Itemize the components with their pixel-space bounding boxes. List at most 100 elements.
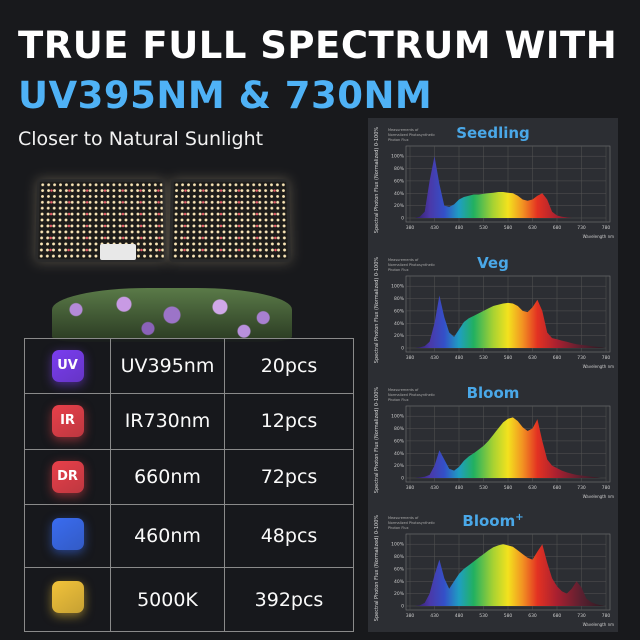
led-count: 72pcs bbox=[225, 449, 354, 504]
y-tick-label: 100% bbox=[391, 284, 405, 290]
y-tick-label: 20% bbox=[394, 591, 405, 597]
x-tick-label: 530 bbox=[479, 485, 488, 491]
x-tick-label: 380 bbox=[406, 355, 415, 361]
table-row: IR IR730nm 12pcs bbox=[25, 394, 354, 449]
y-tick-label: 20% bbox=[394, 203, 405, 209]
x-tick-label: 730 bbox=[577, 225, 586, 231]
x-tick-label: 380 bbox=[406, 485, 415, 491]
y-tick-label: 0 bbox=[401, 346, 404, 352]
y-tick-label: 0 bbox=[401, 216, 404, 222]
x-tick-label: 780 bbox=[602, 225, 611, 231]
x-tick-label: 780 bbox=[602, 355, 611, 361]
ir-chip-icon: IR bbox=[52, 405, 84, 437]
x-tick-label: 580 bbox=[504, 613, 513, 619]
y-tick-label: 80% bbox=[394, 166, 405, 172]
y-tick-label: 40% bbox=[394, 451, 405, 457]
white-chip-icon bbox=[52, 581, 84, 613]
x-tick-label: 580 bbox=[504, 485, 513, 491]
x-tick-label: 680 bbox=[553, 225, 562, 231]
x-tick-label: 430 bbox=[430, 485, 439, 491]
headline-line-1: TRUE FULL SPECTRUM WITH bbox=[18, 24, 617, 67]
x-tick-label: 430 bbox=[430, 355, 439, 361]
y-tick-label: 20% bbox=[394, 333, 405, 339]
y-tick-label: 80% bbox=[394, 554, 405, 560]
y-tick-label: 80% bbox=[394, 426, 405, 432]
y-tick-label: 100% bbox=[391, 542, 405, 548]
y-tick-label: 60% bbox=[394, 438, 405, 444]
icon-cell: DR bbox=[25, 449, 111, 504]
x-tick-label: 530 bbox=[479, 355, 488, 361]
x-tick-label: 780 bbox=[602, 485, 611, 491]
x-tick-label: 480 bbox=[455, 613, 464, 619]
spectrum-chart-1: Measurements of Normalized Photosyntheti… bbox=[368, 248, 618, 373]
spectrum-area bbox=[410, 417, 606, 478]
spectrum-chart-3: Measurements of Normalized Photosyntheti… bbox=[368, 506, 618, 631]
x-axis-label: Wavelength nm bbox=[583, 622, 615, 627]
y-tick-label: 80% bbox=[394, 296, 405, 302]
x-tick-label: 480 bbox=[455, 225, 464, 231]
led-count: 20pcs bbox=[225, 339, 354, 394]
spectrum-area bbox=[410, 296, 606, 349]
y-tick-label: 60% bbox=[394, 566, 405, 572]
y-tick-label: 40% bbox=[394, 579, 405, 585]
led-count: 48pcs bbox=[225, 504, 354, 568]
led-type: 460nm bbox=[111, 504, 225, 568]
spectrum-chart-2: Measurements of Normalized Photosyntheti… bbox=[368, 378, 618, 503]
x-axis-label: Wavelength nm bbox=[583, 494, 615, 499]
uv-chip-icon: UV bbox=[52, 350, 84, 382]
x-axis-label: Wavelength nm bbox=[583, 364, 615, 369]
dr-chip-icon: DR bbox=[52, 461, 84, 493]
led-count: 392pcs bbox=[225, 568, 354, 632]
x-tick-label: 580 bbox=[504, 355, 513, 361]
x-tick-label: 730 bbox=[577, 355, 586, 361]
x-tick-label: 630 bbox=[528, 613, 537, 619]
x-tick-label: 630 bbox=[528, 225, 537, 231]
x-tick-label: 580 bbox=[504, 225, 513, 231]
icon-cell bbox=[25, 568, 111, 632]
spectrum-charts-panel: Measurements of Normalized Photosyntheti… bbox=[368, 118, 618, 632]
spectrum-area bbox=[410, 544, 606, 606]
headline-line-2: UV395NM & 730NM bbox=[18, 74, 432, 117]
table-row: DR 660nm 72pcs bbox=[25, 449, 354, 504]
blue-chip-icon bbox=[52, 518, 84, 550]
x-tick-label: 430 bbox=[430, 613, 439, 619]
icon-cell bbox=[25, 504, 111, 568]
x-tick-label: 680 bbox=[553, 485, 562, 491]
y-tick-label: 20% bbox=[394, 463, 405, 469]
led-type: UV395nm bbox=[111, 339, 225, 394]
y-tick-label: 60% bbox=[394, 308, 405, 314]
y-tick-label: 0 bbox=[401, 476, 404, 482]
table-row: UV UV395nm 20pcs bbox=[25, 339, 354, 394]
x-tick-label: 480 bbox=[455, 485, 464, 491]
led-count: 12pcs bbox=[225, 394, 354, 449]
x-tick-label: 780 bbox=[602, 613, 611, 619]
y-tick-label: 100% bbox=[391, 414, 405, 420]
x-axis-label: Wavelength nm bbox=[583, 234, 615, 239]
table-row: 5000K 392pcs bbox=[25, 568, 354, 632]
x-tick-label: 480 bbox=[455, 355, 464, 361]
flowers-image bbox=[52, 288, 292, 342]
y-tick-label: 0 bbox=[401, 604, 404, 610]
x-tick-label: 380 bbox=[406, 613, 415, 619]
x-tick-label: 380 bbox=[406, 225, 415, 231]
y-tick-label: 40% bbox=[394, 321, 405, 327]
x-tick-label: 680 bbox=[553, 613, 562, 619]
icon-cell: UV bbox=[25, 339, 111, 394]
y-tick-label: 100% bbox=[391, 154, 405, 160]
led-driver bbox=[100, 244, 136, 260]
y-tick-label: 60% bbox=[394, 178, 405, 184]
icon-cell: IR bbox=[25, 394, 111, 449]
x-tick-label: 530 bbox=[479, 613, 488, 619]
x-tick-label: 730 bbox=[577, 485, 586, 491]
x-tick-label: 680 bbox=[553, 355, 562, 361]
table-row: 460nm 48pcs bbox=[25, 504, 354, 568]
led-type: 5000K bbox=[111, 568, 225, 632]
x-tick-label: 530 bbox=[479, 225, 488, 231]
x-tick-label: 430 bbox=[430, 225, 439, 231]
y-tick-label: 40% bbox=[394, 191, 405, 197]
led-panel-right bbox=[169, 179, 291, 262]
led-type: 660nm bbox=[111, 449, 225, 504]
spectrum-chart-0: Measurements of Normalized Photosyntheti… bbox=[368, 118, 618, 243]
x-tick-label: 630 bbox=[528, 355, 537, 361]
led-spec-table: UV UV395nm 20pcs IR IR730nm 12pcs DR 660nm… bbox=[24, 338, 354, 632]
